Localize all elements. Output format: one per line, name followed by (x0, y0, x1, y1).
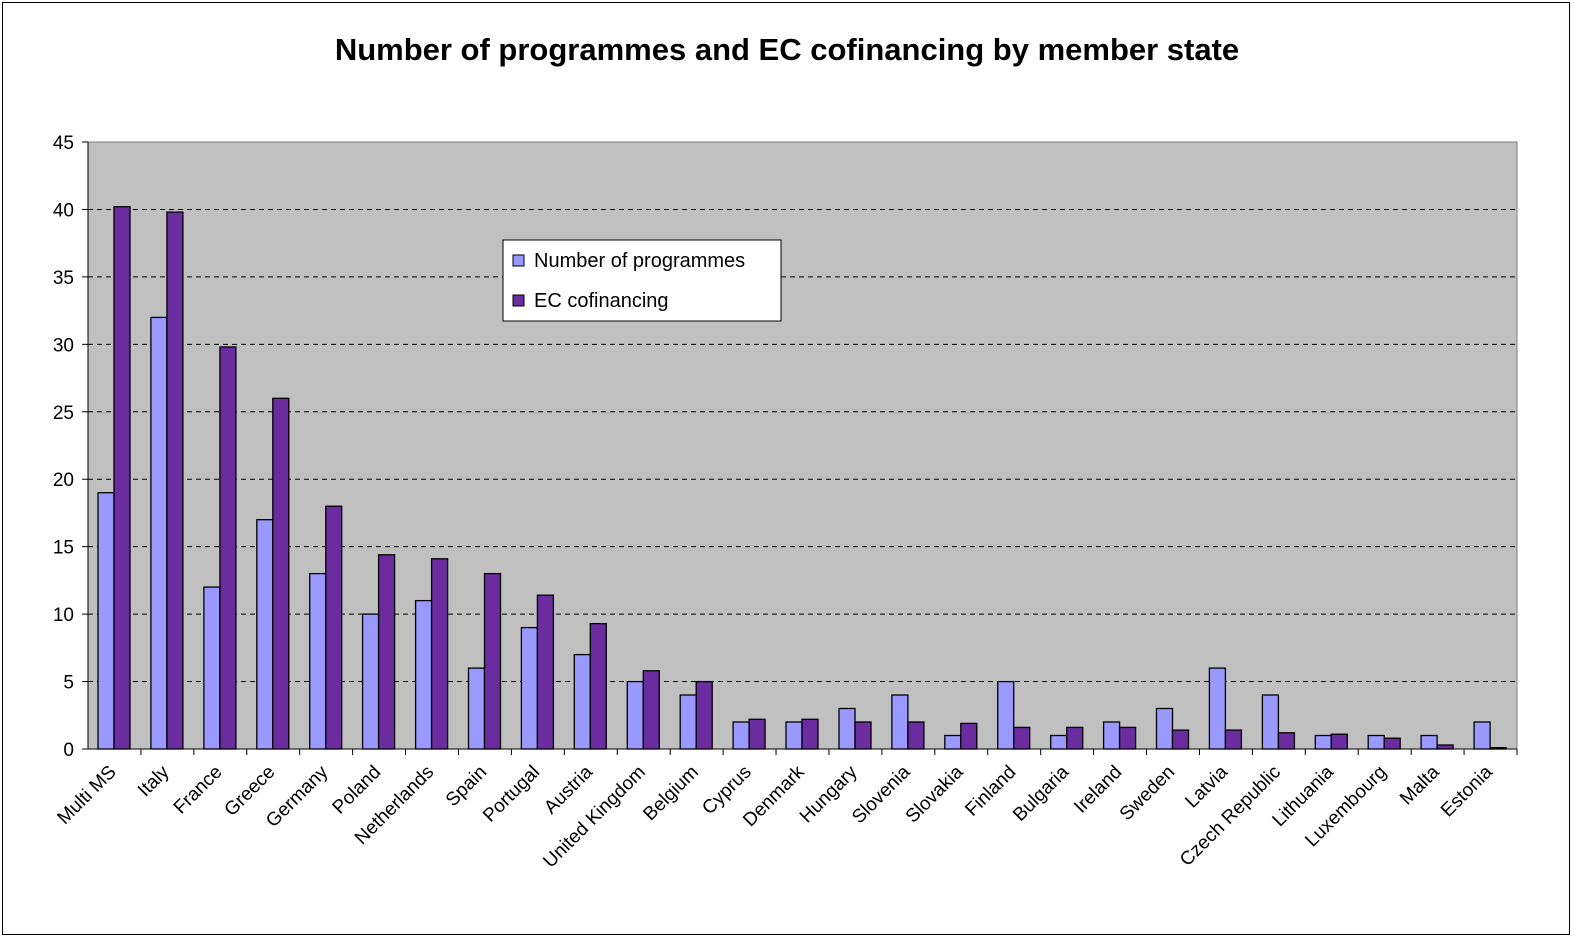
bar-cofinancing (1383, 737, 1401, 750)
legend-label: Number of programmes (534, 250, 745, 272)
legend-swatch (512, 294, 525, 307)
y-tick-label: 30 (53, 335, 74, 356)
bar-cofinancing (536, 594, 555, 750)
bar-cofinancing (642, 670, 660, 750)
y-tick-label: 15 (53, 538, 74, 559)
bar-cofinancing (113, 206, 131, 750)
bar-programmes (1208, 667, 1227, 750)
bar-cofinancing (1066, 726, 1084, 750)
bar-programmes (573, 653, 591, 750)
bar-programmes (520, 626, 539, 750)
legend-swatch (512, 254, 525, 267)
bar-cofinancing (483, 572, 502, 750)
bar-programmes (626, 680, 644, 750)
bar-programmes (1473, 721, 1491, 750)
legend: Number of programmes EC cofinancing (502, 239, 782, 322)
bar-cofinancing (1489, 747, 1507, 750)
y-tick-label: 40 (53, 200, 74, 221)
legend-box (502, 239, 782, 322)
y-tick-label: 5 (63, 673, 74, 694)
bar-programmes (1155, 707, 1174, 750)
bar-cofinancing (1436, 744, 1454, 750)
y-tick-label: 35 (53, 268, 74, 289)
bar-programmes (256, 519, 274, 750)
bar-cofinancing (1118, 726, 1137, 750)
bar-cofinancing (430, 558, 449, 750)
bar-cofinancing (1224, 729, 1243, 750)
bar-programmes (203, 586, 221, 750)
x-tick-label: Portugal (479, 762, 544, 827)
bar-cofinancing (377, 554, 396, 750)
bar-cofinancing (1171, 729, 1190, 750)
bar-programmes (679, 694, 697, 750)
bar-cofinancing (1277, 732, 1296, 750)
bar-programmes (944, 734, 962, 750)
bar-programmes (1261, 694, 1280, 750)
bar-programmes (1102, 721, 1121, 750)
x-tick-label: Spain (442, 762, 491, 811)
bar-programmes (1367, 734, 1385, 750)
bar-programmes (1314, 734, 1332, 750)
bar-cofinancing (1013, 726, 1031, 750)
plot-area (87, 141, 1518, 750)
x-tick-label: Slovakia (902, 761, 968, 827)
y-tick-label: 45 (53, 133, 74, 154)
bar-programmes (1050, 734, 1068, 750)
bar-cofinancing (325, 505, 343, 750)
bar-programmes (414, 599, 433, 750)
x-tick-label: Slovenia (848, 761, 915, 828)
x-tick-label: Estonia (1437, 761, 1497, 821)
x-tick-label: Sweden (1116, 762, 1179, 825)
bar-cofinancing (748, 718, 766, 750)
bar-programmes (785, 721, 803, 750)
bar-programmes (1420, 734, 1438, 750)
x-tick-label: Belgium (639, 762, 702, 825)
bar-cofinancing (907, 721, 925, 750)
bar-cofinancing (219, 346, 237, 750)
legend-label: EC cofinancing (534, 290, 669, 312)
bar-cofinancing (695, 680, 713, 750)
x-tick-label: France (170, 762, 227, 819)
bar-programmes (732, 721, 750, 750)
y-tick-label: 20 (53, 470, 74, 491)
bar-programmes (997, 680, 1015, 750)
x-tick-label: Multi MS (54, 762, 121, 829)
x-tick-label: Latvia (1181, 761, 1232, 812)
bar-programmes (97, 492, 115, 750)
bar-cofinancing (589, 622, 607, 750)
bar-cofinancing (166, 211, 184, 750)
bar-cofinancing (960, 722, 978, 750)
bar-cofinancing (854, 721, 872, 750)
y-tick-label: 10 (53, 605, 74, 626)
y-tick-label: 0 (63, 740, 74, 761)
bar-programmes (309, 572, 327, 750)
x-tick-label: Malta (1396, 761, 1444, 809)
bar-cofinancing (1330, 733, 1348, 750)
bar-programmes (150, 316, 168, 750)
bar-cofinancing (272, 397, 290, 750)
x-tick-label: Italy (134, 761, 174, 801)
y-tick-label: 25 (53, 403, 74, 424)
bar-programmes (891, 694, 909, 750)
x-tick-label: Bulgaria (1009, 761, 1073, 825)
bar-programmes (838, 707, 856, 750)
bar-programmes (361, 613, 380, 750)
chart-title: Number of programmes and EC cofinancing … (335, 32, 1239, 67)
bar-cofinancing (801, 718, 819, 750)
bar-programmes (467, 667, 486, 750)
